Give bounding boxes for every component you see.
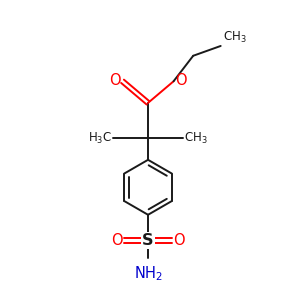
Text: O: O: [111, 233, 122, 248]
Text: CH$_3$: CH$_3$: [223, 30, 246, 45]
Text: H$_3$C: H$_3$C: [88, 131, 112, 146]
Text: O: O: [109, 73, 121, 88]
Text: CH$_3$: CH$_3$: [184, 131, 208, 146]
Text: S: S: [142, 233, 154, 248]
Text: O: O: [174, 233, 185, 248]
Text: NH$_2$: NH$_2$: [134, 264, 163, 283]
Text: O: O: [176, 73, 187, 88]
